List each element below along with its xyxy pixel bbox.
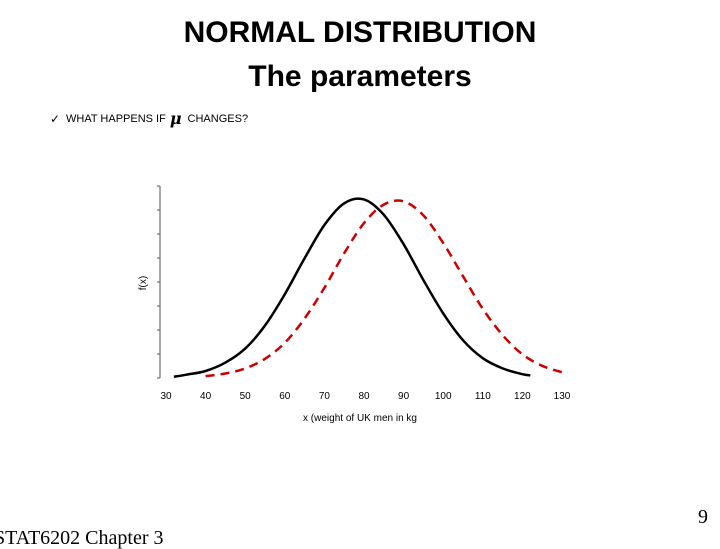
original-curve <box>173 197 531 378</box>
footer-course-label: STAT6202 Chapter 3 <box>0 527 164 549</box>
x-tick-label: 40 <box>200 391 212 402</box>
x-tick-label: 130 <box>554 391 571 402</box>
x-tick-label: 90 <box>398 391 410 402</box>
x-tick-label: 70 <box>319 391 331 402</box>
x-tick-label: 30 <box>160 391 172 402</box>
x-tick-label: 80 <box>358 391 370 402</box>
x-tick-label: 50 <box>240 391 252 402</box>
bullet-question: ✓ WHAT HAPPENS IF μ CHANGES? <box>50 111 248 127</box>
bullet-prefix: WHAT HAPPENS IF <box>66 113 166 125</box>
mu-symbol: μ <box>169 109 182 128</box>
x-tick-label: 110 <box>475 391 491 402</box>
x-axis-label: x (weight of UK men in kg <box>303 413 417 424</box>
y-axis-label: f(x) <box>138 276 149 290</box>
slide-subtitle: The parameters <box>248 60 472 93</box>
slide-title: NORMAL DISTRIBUTION <box>183 16 537 49</box>
shifted-mean-curve <box>205 199 563 378</box>
bullet-suffix: CHANGES? <box>187 113 249 125</box>
x-tick-label: 60 <box>279 391 291 402</box>
checkmark-icon: ✓ <box>50 112 61 126</box>
x-tick-label: 100 <box>435 391 452 402</box>
x-tick-label: 120 <box>514 391 531 402</box>
page-number: 9 <box>698 506 708 528</box>
